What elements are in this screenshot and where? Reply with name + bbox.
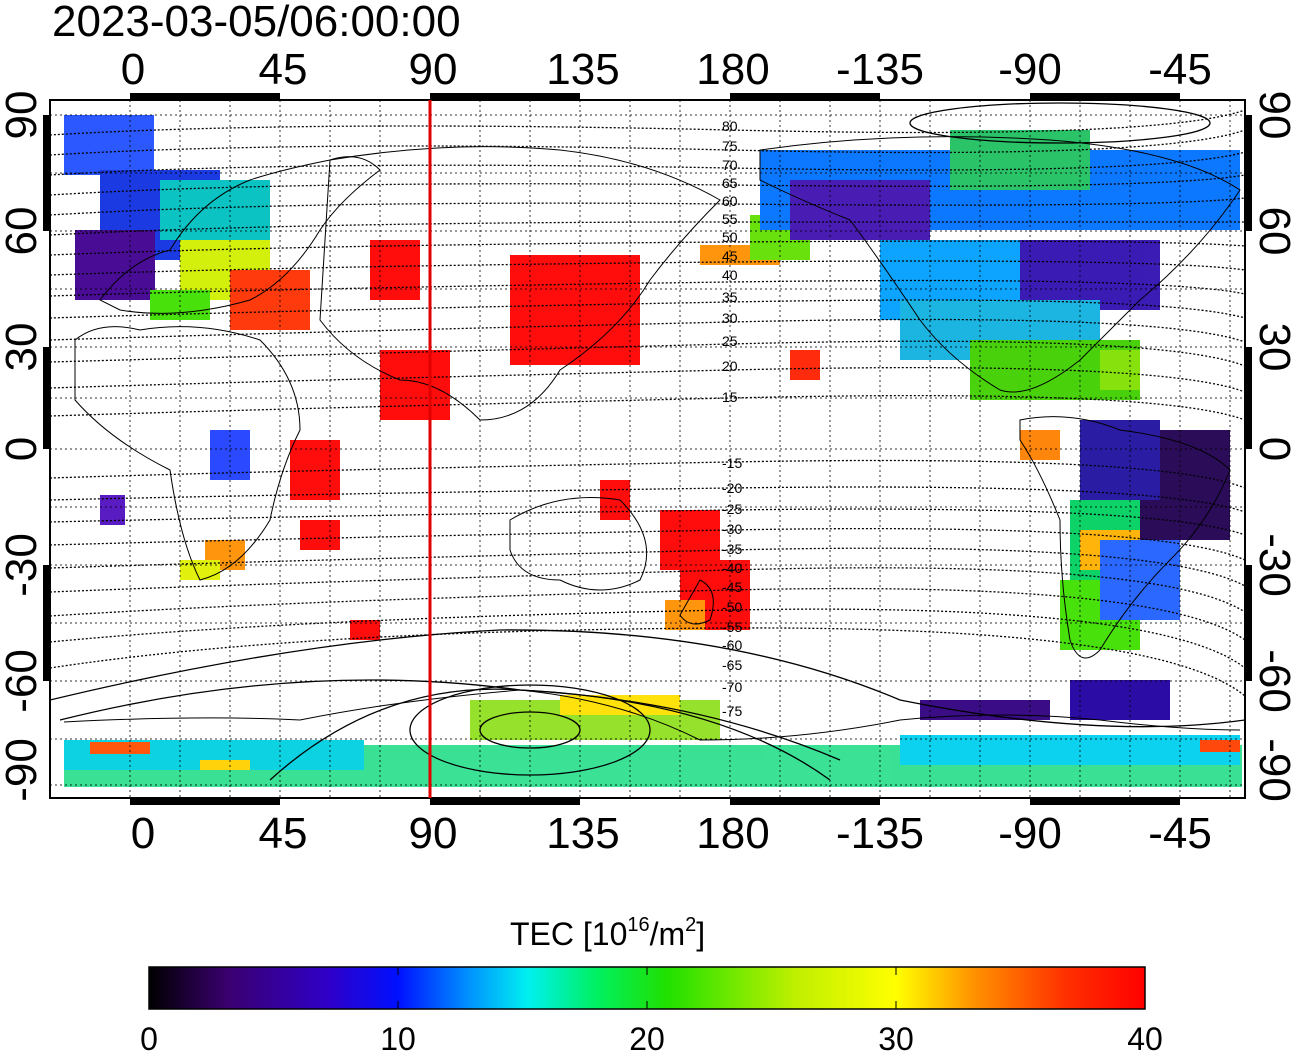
contour-label: -35 xyxy=(722,541,742,557)
colorbar-tick-label: 30 xyxy=(878,1021,914,1057)
left-latitude-labels: 90 60 30 0 -30 -60 -90 xyxy=(0,91,46,802)
magnetic-latitude-contours xyxy=(50,109,1245,697)
top-lon-label: 180 xyxy=(696,45,769,94)
colorbar-tick-label: 0 xyxy=(140,1021,158,1057)
contour-label: -15 xyxy=(722,455,742,471)
contour-label: -60 xyxy=(722,637,742,653)
axis-border-bars xyxy=(43,93,1252,805)
colorbar-title-mid: /m xyxy=(650,916,686,952)
graticule xyxy=(50,100,1245,798)
right-lat-label: -60 xyxy=(1250,649,1294,713)
map-title: 2023-03-05/06:00:00 xyxy=(52,0,461,46)
colorbar-ticks xyxy=(397,967,897,1009)
contour-label: 40 xyxy=(722,267,738,283)
colorbar-title-exp2: 2 xyxy=(685,914,696,936)
colorbar-title-prefix: TEC [10 xyxy=(510,916,627,952)
right-lat-label: 60 xyxy=(1250,207,1294,256)
top-lon-label: 90 xyxy=(409,45,458,94)
right-latitude-labels: 90 60 30 0 -30 -60 -90 xyxy=(1250,91,1294,802)
colorbar-title-suffix: ] xyxy=(696,916,705,952)
contour-label: 80 xyxy=(722,118,738,134)
contour-label: -50 xyxy=(722,599,742,615)
contour-label: 70 xyxy=(722,157,738,173)
contour-label: 55 xyxy=(722,211,738,227)
right-lat-label: 30 xyxy=(1250,323,1294,372)
colorbar-title-exp1: 16 xyxy=(627,914,649,936)
contour-label: -55 xyxy=(722,619,742,635)
bottom-lon-label: 90 xyxy=(409,809,458,858)
contour-label: 75 xyxy=(722,138,738,154)
top-longitude-labels: 0 45 90 135 180 -135 -90 -45 xyxy=(121,45,1212,94)
colorbar-tick-label: 10 xyxy=(380,1021,416,1057)
colorbar-title: TEC [1016/m2] xyxy=(510,914,705,952)
left-lat-label: -90 xyxy=(0,738,46,802)
coastlines xyxy=(63,136,1241,741)
right-lat-label: -90 xyxy=(1250,738,1294,802)
left-lat-label: 60 xyxy=(0,207,46,256)
contour-label: 15 xyxy=(722,389,738,405)
top-lon-label: -135 xyxy=(836,45,924,94)
top-lon-label: -45 xyxy=(1148,45,1212,94)
contour-label: -75 xyxy=(722,703,742,719)
bottom-lon-label: 45 xyxy=(259,809,308,858)
bottom-lon-label: -90 xyxy=(998,809,1062,858)
colorbar-tick-label: 40 xyxy=(1127,1021,1163,1057)
contour-label: 35 xyxy=(722,289,738,305)
left-lat-label: -60 xyxy=(0,649,46,713)
colorbar-tick-label: 20 xyxy=(629,1021,665,1057)
colorbar-tick-labels: 0 10 20 30 40 xyxy=(140,1021,1163,1057)
top-lon-label: 135 xyxy=(546,45,619,94)
bottom-lon-label: 135 xyxy=(546,809,619,858)
top-lon-label: 45 xyxy=(259,45,308,94)
bottom-longitude-labels: 0 45 90 135 180 -135 -90 -45 xyxy=(131,809,1212,858)
right-lat-label: 90 xyxy=(1250,91,1294,140)
bottom-lon-label: -135 xyxy=(836,809,924,858)
contour-label: 65 xyxy=(722,175,738,191)
bottom-lon-label: 0 xyxy=(131,809,155,858)
contour-label: 50 xyxy=(722,229,738,245)
contour-value-labels: 80 75 70 65 60 55 50 45 40 35 30 25 20 1… xyxy=(722,118,742,719)
contour-label: -65 xyxy=(722,657,742,673)
top-lon-label: -90 xyxy=(998,45,1062,94)
bottom-lon-label: 180 xyxy=(696,809,769,858)
contour-label: -70 xyxy=(722,679,742,695)
right-lat-label: -30 xyxy=(1250,533,1294,597)
left-lat-label: -30 xyxy=(0,533,46,597)
contour-label: 45 xyxy=(722,248,738,264)
contour-label: 20 xyxy=(722,358,738,374)
contour-label: -20 xyxy=(722,480,742,496)
left-lat-label: 0 xyxy=(0,437,46,461)
contour-label: -45 xyxy=(722,579,742,595)
tec-data-layer xyxy=(64,115,1242,787)
top-lon-label: 0 xyxy=(121,45,145,94)
contour-label: 25 xyxy=(722,333,738,349)
contour-label: -40 xyxy=(722,560,742,576)
right-lat-label: 0 xyxy=(1250,437,1294,461)
left-lat-label: 90 xyxy=(0,91,46,140)
left-lat-label: 30 xyxy=(0,323,46,372)
contour-label: -30 xyxy=(722,521,742,537)
bottom-lon-label: -45 xyxy=(1148,809,1212,858)
contour-label: 30 xyxy=(722,310,738,326)
contour-label: 60 xyxy=(722,193,738,209)
contour-label: -25 xyxy=(722,501,742,517)
